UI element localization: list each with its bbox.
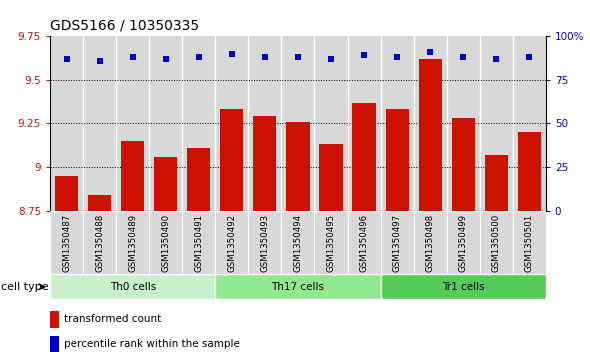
Text: GSM1350501: GSM1350501 <box>525 214 534 272</box>
Point <box>392 54 402 60</box>
Text: GSM1350498: GSM1350498 <box>425 214 435 272</box>
Text: GSM1350493: GSM1350493 <box>260 214 270 272</box>
Bar <box>83 211 116 274</box>
Bar <box>381 274 546 299</box>
Text: GSM1350495: GSM1350495 <box>326 214 336 272</box>
Bar <box>220 110 244 211</box>
Bar <box>513 36 546 211</box>
Bar <box>55 176 78 211</box>
Bar <box>414 211 447 274</box>
Bar <box>154 156 178 211</box>
Bar <box>50 274 215 299</box>
Bar <box>50 211 83 274</box>
Bar <box>414 36 447 211</box>
Bar <box>88 195 112 211</box>
Bar <box>281 211 314 274</box>
Bar <box>253 117 277 211</box>
Text: GSM1350487: GSM1350487 <box>62 214 71 272</box>
Text: GDS5166 / 10350335: GDS5166 / 10350335 <box>50 19 199 32</box>
Text: GSM1350488: GSM1350488 <box>95 214 104 272</box>
Bar <box>182 36 215 211</box>
Bar <box>116 36 149 211</box>
Bar <box>517 132 541 211</box>
Bar <box>248 211 281 274</box>
Bar <box>149 211 182 274</box>
Point <box>95 58 104 64</box>
Bar <box>187 148 211 211</box>
Bar <box>348 211 381 274</box>
Point <box>293 54 303 60</box>
Bar <box>381 36 414 211</box>
Bar <box>319 144 343 211</box>
Bar <box>480 211 513 274</box>
Text: percentile rank within the sample: percentile rank within the sample <box>64 339 240 349</box>
Bar <box>248 36 281 211</box>
Bar <box>447 211 480 274</box>
Bar <box>116 211 149 274</box>
Text: Tr1 cells: Tr1 cells <box>442 282 484 292</box>
Bar <box>314 211 348 274</box>
Bar <box>50 311 59 327</box>
Text: GSM1350499: GSM1350499 <box>458 214 468 272</box>
Bar <box>348 36 381 211</box>
Point <box>326 56 336 62</box>
Text: Th17 cells: Th17 cells <box>271 282 325 292</box>
Point <box>525 54 534 60</box>
Bar <box>286 122 310 211</box>
Text: GSM1350491: GSM1350491 <box>194 214 204 272</box>
Bar <box>215 211 248 274</box>
Bar <box>385 110 409 211</box>
Bar <box>149 36 182 211</box>
Point <box>491 56 501 62</box>
Point <box>359 53 369 58</box>
Bar <box>352 102 376 211</box>
Point <box>161 56 171 62</box>
Bar <box>513 211 546 274</box>
Point <box>128 54 137 60</box>
Text: GSM1350496: GSM1350496 <box>359 214 369 272</box>
Point <box>425 49 435 55</box>
Text: GSM1350490: GSM1350490 <box>161 214 171 272</box>
Bar <box>182 211 215 274</box>
Bar <box>215 36 248 211</box>
Text: GSM1350497: GSM1350497 <box>392 214 402 272</box>
Bar <box>281 36 314 211</box>
Bar <box>83 36 116 211</box>
Text: GSM1350500: GSM1350500 <box>491 214 501 272</box>
Text: GSM1350492: GSM1350492 <box>227 214 237 272</box>
Point <box>227 51 237 57</box>
Text: transformed count: transformed count <box>64 314 161 325</box>
Bar <box>451 118 475 211</box>
Bar <box>381 211 414 274</box>
Point <box>458 54 468 60</box>
Bar <box>215 274 381 299</box>
Bar <box>121 141 145 211</box>
Bar <box>480 36 513 211</box>
Point <box>194 54 204 60</box>
Text: GSM1350494: GSM1350494 <box>293 214 303 272</box>
Bar <box>418 59 442 211</box>
Bar <box>50 36 83 211</box>
Text: GSM1350489: GSM1350489 <box>128 214 137 272</box>
Bar <box>314 36 348 211</box>
Bar <box>50 336 59 352</box>
Bar <box>484 155 508 211</box>
Point <box>260 54 270 60</box>
Point <box>62 56 71 62</box>
Text: Th0 cells: Th0 cells <box>110 282 156 292</box>
Text: cell type: cell type <box>1 282 49 292</box>
Bar <box>447 36 480 211</box>
